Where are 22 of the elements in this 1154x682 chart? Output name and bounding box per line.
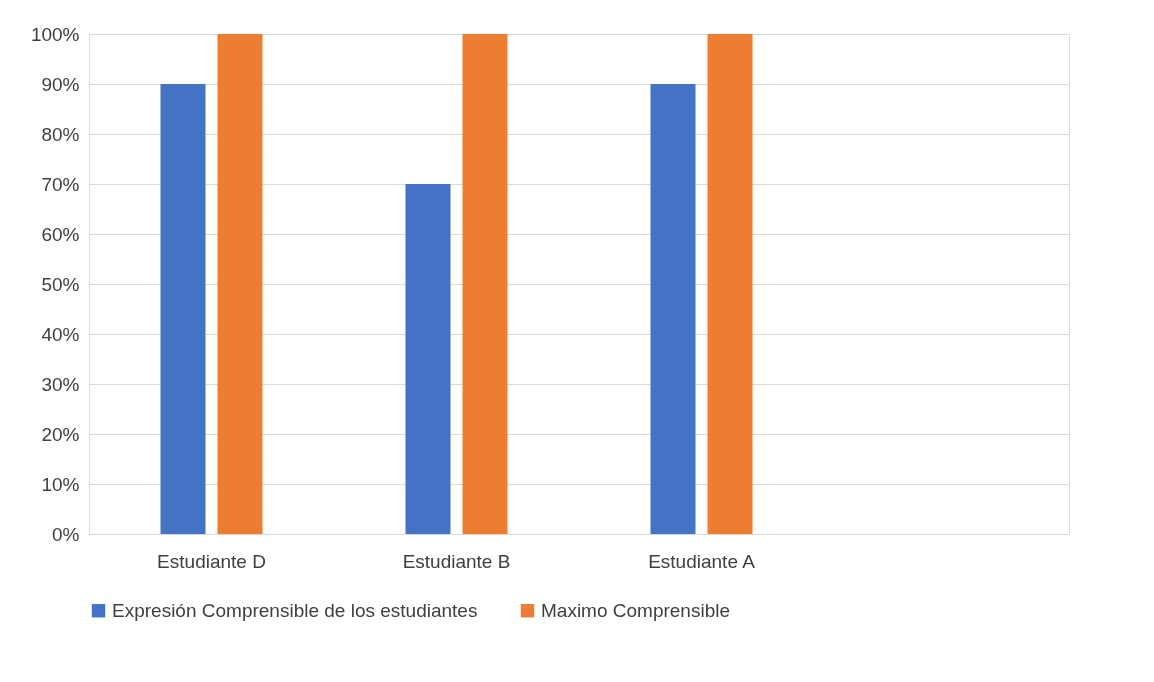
y-tick-label: 10% <box>41 473 80 495</box>
y-tick-label: 50% <box>41 273 80 295</box>
y-tick-label: 60% <box>41 223 80 245</box>
x-tick-label: Estudiante B <box>402 550 511 572</box>
y-tick-label: 100% <box>30 23 80 45</box>
bar <box>160 84 206 534</box>
bar <box>217 34 263 534</box>
y-tick-label: 30% <box>41 373 80 395</box>
bar <box>462 34 508 534</box>
bar <box>405 184 451 534</box>
y-tick-label: 0% <box>52 523 80 545</box>
legend-label: Expresión Comprensible de los estudiantes <box>112 599 478 621</box>
y-tick-label: 40% <box>41 323 80 345</box>
legend-label: Maximo Comprensible <box>541 599 731 621</box>
y-tick-label: 80% <box>41 123 80 145</box>
y-tick-label: 90% <box>41 73 80 95</box>
y-tick-label: 20% <box>41 423 80 445</box>
bar <box>707 34 753 534</box>
bar <box>650 84 696 534</box>
x-tick-label: Estudiante D <box>157 550 266 572</box>
y-tick-label: 70% <box>41 173 80 195</box>
x-tick-label: Estudiante A <box>648 550 756 572</box>
